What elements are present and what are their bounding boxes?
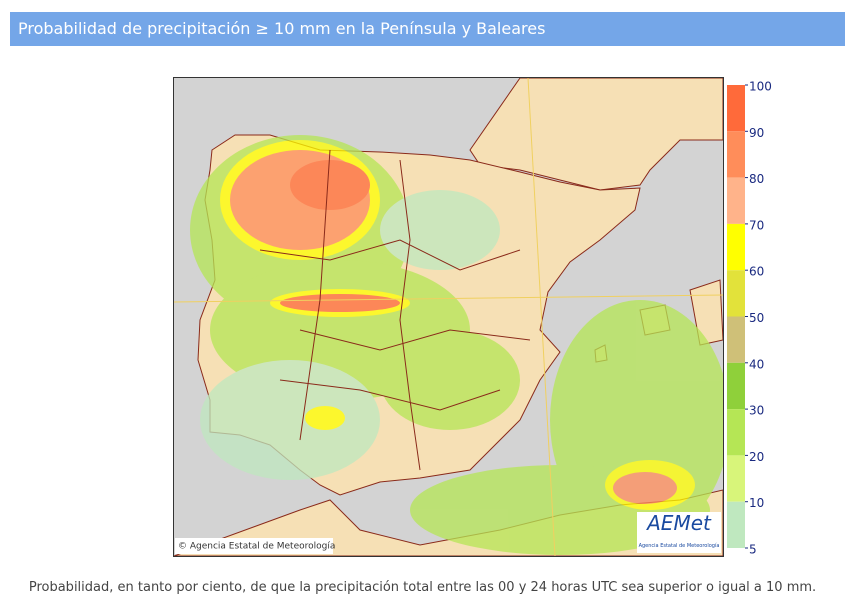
logo-box [637,512,721,553]
legend-label: 90 [749,126,764,140]
legend: 100 90 80 70 60 50 40 30 20 10 5 [727,80,772,557]
legend-band [727,455,745,502]
legend-band [727,316,745,363]
region-borders [259,149,531,471]
map: © Agencia Estatal de Meteorología AEMet … [173,77,772,557]
legend-label: 70 [749,218,764,232]
legend-label: 80 [749,172,764,186]
map-credit: © Agencia Estatal de Meteorología [178,542,335,552]
legend-band [727,362,745,410]
legend-band [727,223,745,271]
logo-subtitle: Agencia Estatal de Meteorología [639,542,720,549]
logo-name: AEMet [645,511,712,535]
legend-label: 100 [749,80,772,94]
legend-label: 30 [749,404,764,418]
legend-label: 40 [749,357,764,371]
legend-band [727,409,745,456]
credit-box [175,538,333,554]
land-france [469,78,723,191]
legend-label: 20 [749,450,764,464]
legend-band [727,270,745,317]
legend-label: 50 [749,311,764,325]
probability-field [190,135,723,555]
legend-label: 10 [749,496,764,510]
graticule [174,294,723,303]
caption: Probabilidad, en tanto por ciento, de qu… [28,580,817,595]
legend-band [727,85,745,132]
legend-label: 60 [749,265,764,279]
graticule [527,78,556,556]
legend-band [727,177,745,224]
legend-label: 5 [749,543,757,557]
legend-band [727,501,745,548]
legend-band [727,131,745,178]
header-title: Probabilidad de precipitación ≥ 10 mm en… [10,12,845,46]
